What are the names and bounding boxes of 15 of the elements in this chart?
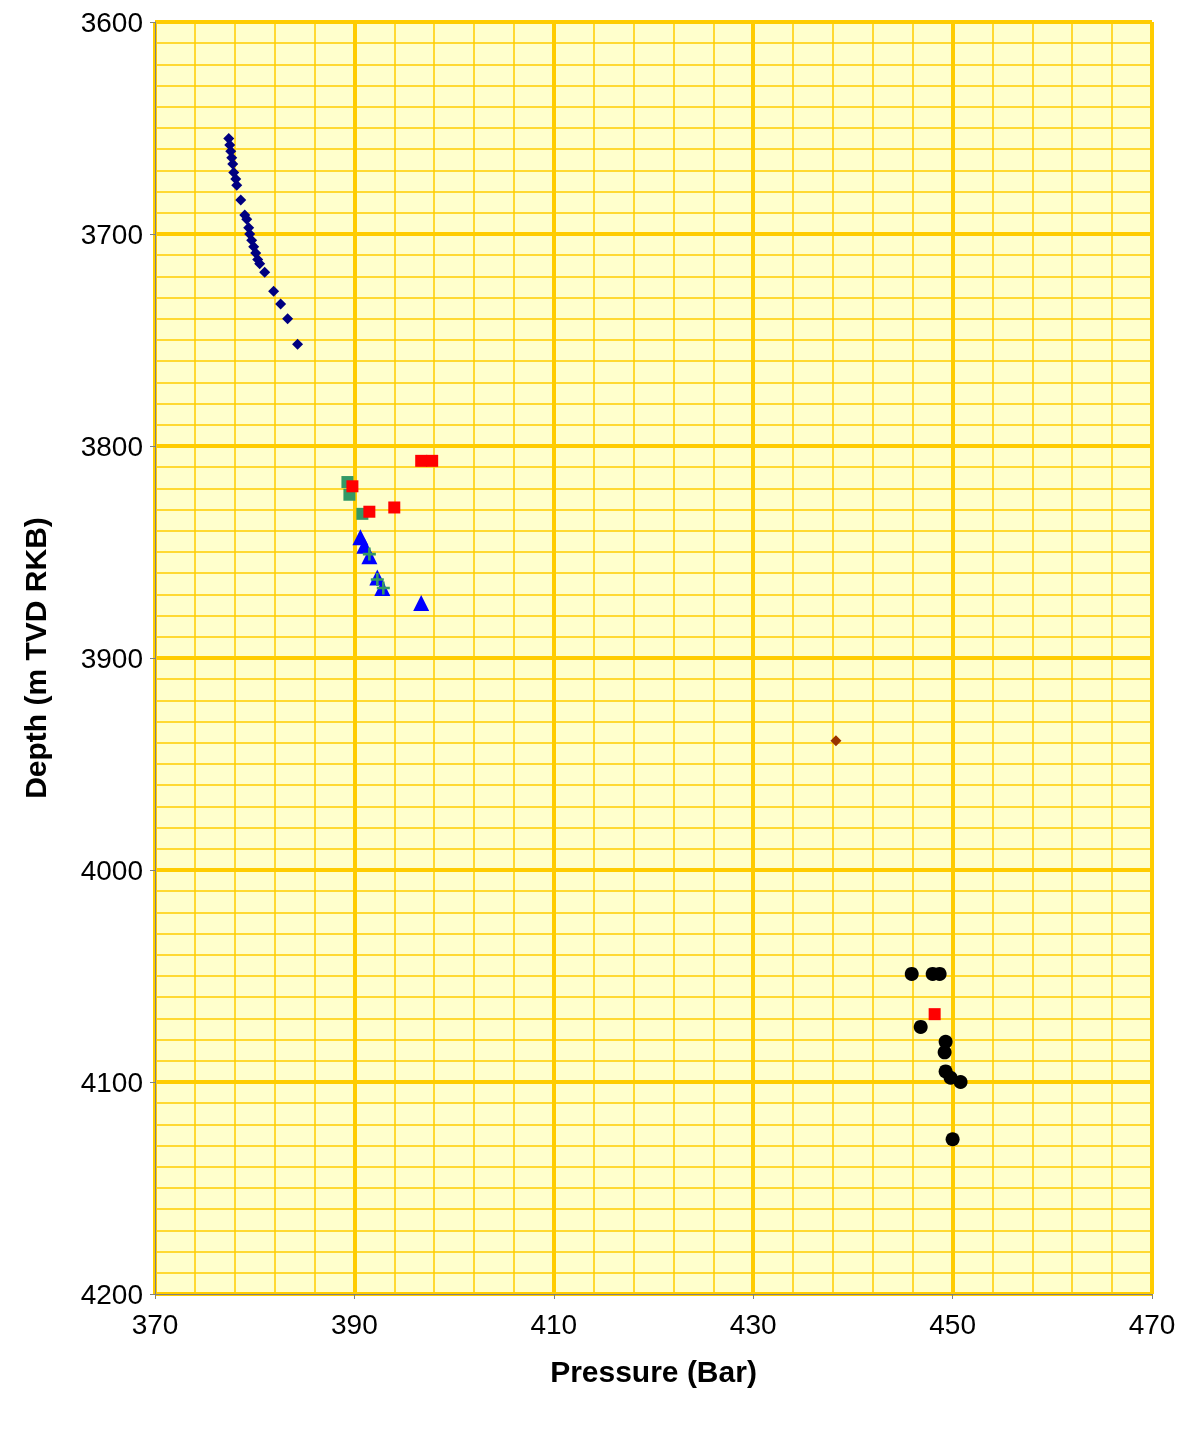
x-tick-label: 410 (530, 1308, 578, 1340)
y-tick-label: 4100 (80, 1066, 143, 1098)
y-tick-label: 4000 (80, 854, 143, 886)
y-tick-label: 4200 (80, 1278, 143, 1310)
y-tick-label: 3600 (80, 6, 143, 38)
x-tick-label: 370 (131, 1308, 179, 1340)
x-tick-label: 470 (1128, 1308, 1176, 1340)
y-tick-label: 3800 (80, 430, 143, 462)
x-axis-title: Pressure (Bar) (550, 1354, 757, 1388)
x-tick-label: 430 (729, 1308, 777, 1340)
y-tick-label: 3700 (80, 218, 143, 250)
y-axis-title: Depth (m TVD RKB) (18, 517, 52, 799)
x-tick-label: 450 (929, 1308, 976, 1340)
y-tick-label: 3900 (80, 642, 143, 674)
x-tick-label: 390 (331, 1308, 378, 1340)
